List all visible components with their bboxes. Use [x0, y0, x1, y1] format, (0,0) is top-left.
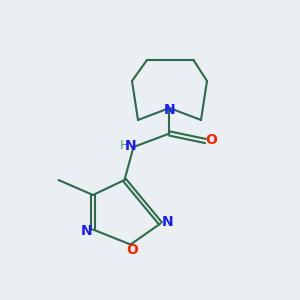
Text: H: H	[120, 139, 129, 152]
Text: O: O	[205, 133, 217, 146]
Text: N: N	[81, 224, 92, 238]
Text: N: N	[125, 139, 136, 152]
Text: O: O	[126, 244, 138, 257]
Text: N: N	[161, 215, 173, 229]
Text: N: N	[164, 103, 175, 116]
